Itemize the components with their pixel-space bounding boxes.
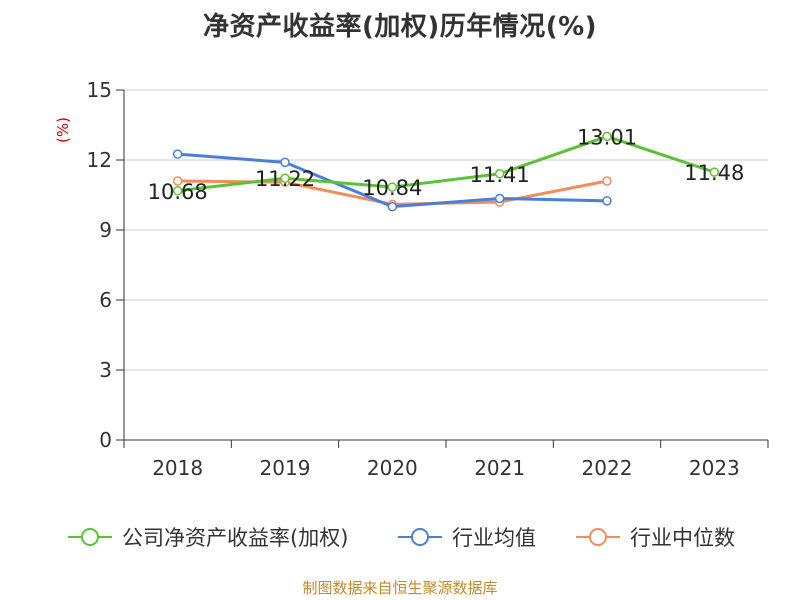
- legend-swatch-marker: [81, 528, 99, 546]
- x-tick-label-2022: 2022: [582, 456, 633, 480]
- y-tick-label: 12: [87, 148, 112, 172]
- legend-item-1[interactable]: 行业均值: [398, 526, 536, 550]
- axes: 0 3 6 9 12 15 2018 2019 2020 2021 2022 2023: [87, 78, 769, 480]
- data-label-2020: 10.84: [362, 176, 422, 200]
- data-label-2023: 11.48: [684, 161, 744, 185]
- legend-swatch-marker: [589, 528, 607, 546]
- data-point-0-2022: [602, 131, 612, 142]
- data-point-0-2019: [280, 173, 290, 183]
- series-line-0: [176, 134, 716, 193]
- chart-title: 净资产收益率(加权)历年情况(%): [202, 12, 598, 42]
- data-point-0-2018: [172, 186, 183, 196]
- y-tick-label: 15: [87, 78, 112, 102]
- y-tick-label: 6: [99, 288, 112, 312]
- data-label-2022: 13.01: [577, 125, 637, 149]
- x-tick-label-2020: 2020: [367, 456, 418, 480]
- data-point-2-2018: [172, 176, 183, 186]
- legend-swatch-marker: [411, 528, 429, 546]
- x-tick-label-2023: 2023: [689, 456, 740, 480]
- legend[interactable]: 公司净资产收益率(加权) 行业均值 行业中位数: [68, 526, 735, 550]
- data-point-1-2022: [602, 196, 612, 206]
- y-axis-unit-label: (%): [54, 117, 72, 143]
- legend-item-0[interactable]: 公司净资产收益率(加权): [68, 526, 348, 550]
- data-point-1-2019: [280, 157, 290, 168]
- data-point-1-2020: [387, 201, 398, 212]
- data-label-2018: 10.68: [148, 180, 208, 204]
- data-point-1-2021: [494, 193, 505, 204]
- source-note: 制图数据来自恒生聚源数据库: [302, 579, 498, 597]
- data-label-2019: 11.22: [255, 167, 315, 191]
- y-tick-label: 9: [99, 218, 112, 242]
- x-tick-label-2021: 2021: [474, 456, 525, 480]
- legend-label: 公司净资产收益率(加权): [122, 526, 348, 550]
- data-point-0-2020: [387, 182, 398, 192]
- legend-item-2[interactable]: 行业中位数: [576, 526, 735, 550]
- data-point-2-2022: [602, 176, 612, 186]
- legend-label: 行业中位数: [630, 526, 735, 550]
- y-tick-label: 3: [99, 358, 112, 382]
- data-point-1-2018: [172, 149, 183, 159]
- data-point-0-2021: [494, 169, 505, 179]
- gridlines: [124, 89, 768, 371]
- legend-label: 行业均值: [452, 526, 536, 550]
- x-tick-label-2018: 2018: [152, 456, 203, 480]
- data-point-0-2023: [709, 167, 720, 177]
- data-label-2021: 11.41: [470, 163, 530, 187]
- x-tick-label-2019: 2019: [260, 456, 311, 480]
- series-lines: [172, 131, 720, 212]
- data-labels: 10.68 11.22 10.84 11.41 13.01 11.48: [148, 125, 745, 203]
- y-tick-label: 0: [99, 428, 112, 452]
